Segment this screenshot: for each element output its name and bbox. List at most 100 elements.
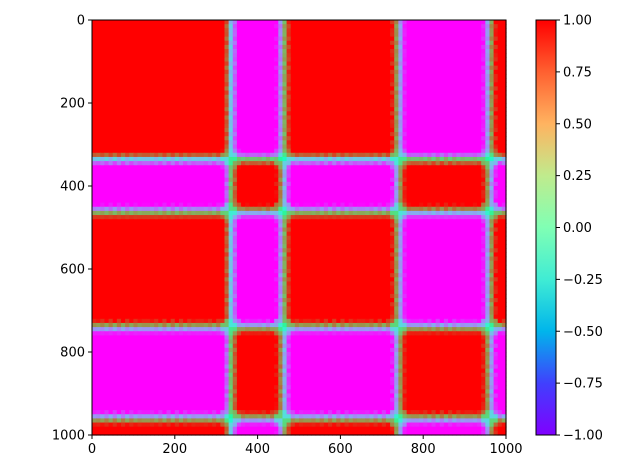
heatmap-cell [303, 20, 308, 25]
heatmap-cell [207, 86, 213, 92]
heatmap-cell [261, 24, 267, 29]
heatmap-cell [236, 20, 242, 25]
heatmap-cell [501, 69, 507, 75]
heatmap-cell [481, 161, 486, 166]
heatmap-cell [327, 140, 333, 146]
heatmap-cell [381, 223, 387, 229]
heatmap-cell [174, 111, 180, 117]
heatmap-cell [369, 181, 375, 187]
heatmap-cell [282, 165, 288, 170]
heatmap-cell [278, 215, 284, 220]
heatmap-cell [286, 65, 292, 71]
heatmap-cell [319, 173, 325, 179]
heatmap-cell [352, 202, 358, 208]
heatmap-cell [228, 190, 234, 195]
heatmap-cell [224, 177, 230, 183]
heatmap-cell [423, 65, 428, 71]
heatmap-cell [452, 73, 457, 79]
heatmap-cell [145, 215, 151, 220]
heatmap-cell [448, 32, 453, 38]
heatmap-cell [406, 152, 412, 158]
heatmap-cell [468, 44, 474, 50]
heatmap-cell [311, 177, 317, 183]
heatmap-cell [183, 86, 188, 92]
heatmap-cell [207, 119, 213, 125]
heatmap-cell [448, 198, 453, 204]
heatmap-cell [116, 140, 122, 146]
heatmap-cell [323, 215, 329, 220]
heatmap-cell [460, 65, 466, 71]
heatmap-cell [448, 115, 453, 121]
heatmap-cell [356, 103, 362, 108]
heatmap-cell [390, 82, 395, 87]
heatmap-cell [274, 98, 279, 104]
heatmap-cell [286, 49, 292, 54]
heatmap-cell [319, 49, 325, 54]
heatmap-cell [456, 202, 462, 208]
heatmap-cell [166, 223, 172, 229]
heatmap-cell [356, 94, 362, 100]
heatmap-cell [187, 186, 192, 191]
heatmap-cell [286, 119, 292, 125]
heatmap-cell [340, 65, 346, 71]
heatmap-cell [125, 140, 130, 146]
heatmap-cell [410, 65, 416, 71]
heatmap-cell [282, 90, 288, 96]
heatmap-cell [423, 152, 428, 158]
heatmap-cell [348, 215, 354, 220]
heatmap-cell [92, 20, 97, 25]
heatmap-cell [373, 136, 379, 141]
heatmap-cell [385, 148, 391, 154]
heatmap-cell [207, 165, 213, 170]
heatmap-cell [299, 161, 304, 166]
heatmap-cell [278, 177, 284, 183]
heatmap-cell [489, 206, 495, 212]
heatmap-cell [282, 69, 288, 75]
heatmap-cell [274, 206, 279, 212]
heatmap-cell [149, 40, 155, 46]
heatmap-cell [472, 82, 478, 87]
heatmap-cell [501, 215, 507, 220]
heatmap-cell [195, 115, 201, 121]
heatmap-cell [108, 223, 114, 229]
heatmap-cell [265, 49, 271, 54]
heatmap-cell [456, 144, 462, 150]
heatmap-cell [377, 215, 383, 220]
heatmap-cell [92, 69, 97, 75]
heatmap-cell [423, 32, 428, 38]
heatmap-cell [274, 127, 279, 133]
heatmap-cell [183, 115, 188, 121]
heatmap-cell [129, 190, 134, 195]
heatmap-cell [290, 111, 296, 117]
heatmap-cell [294, 78, 300, 83]
heatmap-cell [290, 53, 296, 58]
heatmap-cell [460, 82, 466, 87]
heatmap-cell [249, 136, 255, 141]
heatmap-cell [100, 136, 106, 141]
heatmap-cell [216, 144, 221, 150]
heatmap-cell [472, 223, 478, 229]
heatmap-cell [361, 20, 366, 25]
heatmap-cell [203, 190, 209, 195]
heatmap-cell [402, 69, 408, 75]
heatmap-cell [348, 169, 354, 175]
heatmap-cell [145, 136, 151, 141]
heatmap-cell [410, 173, 416, 179]
heatmap-cell [472, 94, 478, 100]
heatmap-cell [145, 119, 151, 125]
heatmap-cell [183, 186, 188, 191]
heatmap-cell [435, 94, 441, 100]
heatmap-cell [228, 173, 234, 179]
heatmap-cell [464, 40, 470, 46]
heatmap-cell [377, 140, 383, 146]
heatmap-cell [108, 186, 114, 191]
heatmap-cell [158, 132, 163, 137]
heatmap-cell [133, 44, 139, 50]
heatmap-cell [414, 123, 420, 129]
heatmap-cell [435, 198, 441, 204]
heatmap-cell [236, 140, 242, 146]
heatmap-cell [228, 57, 234, 63]
heatmap-cell [199, 20, 205, 25]
heatmap-cell [199, 206, 205, 212]
heatmap-cell [129, 186, 134, 191]
